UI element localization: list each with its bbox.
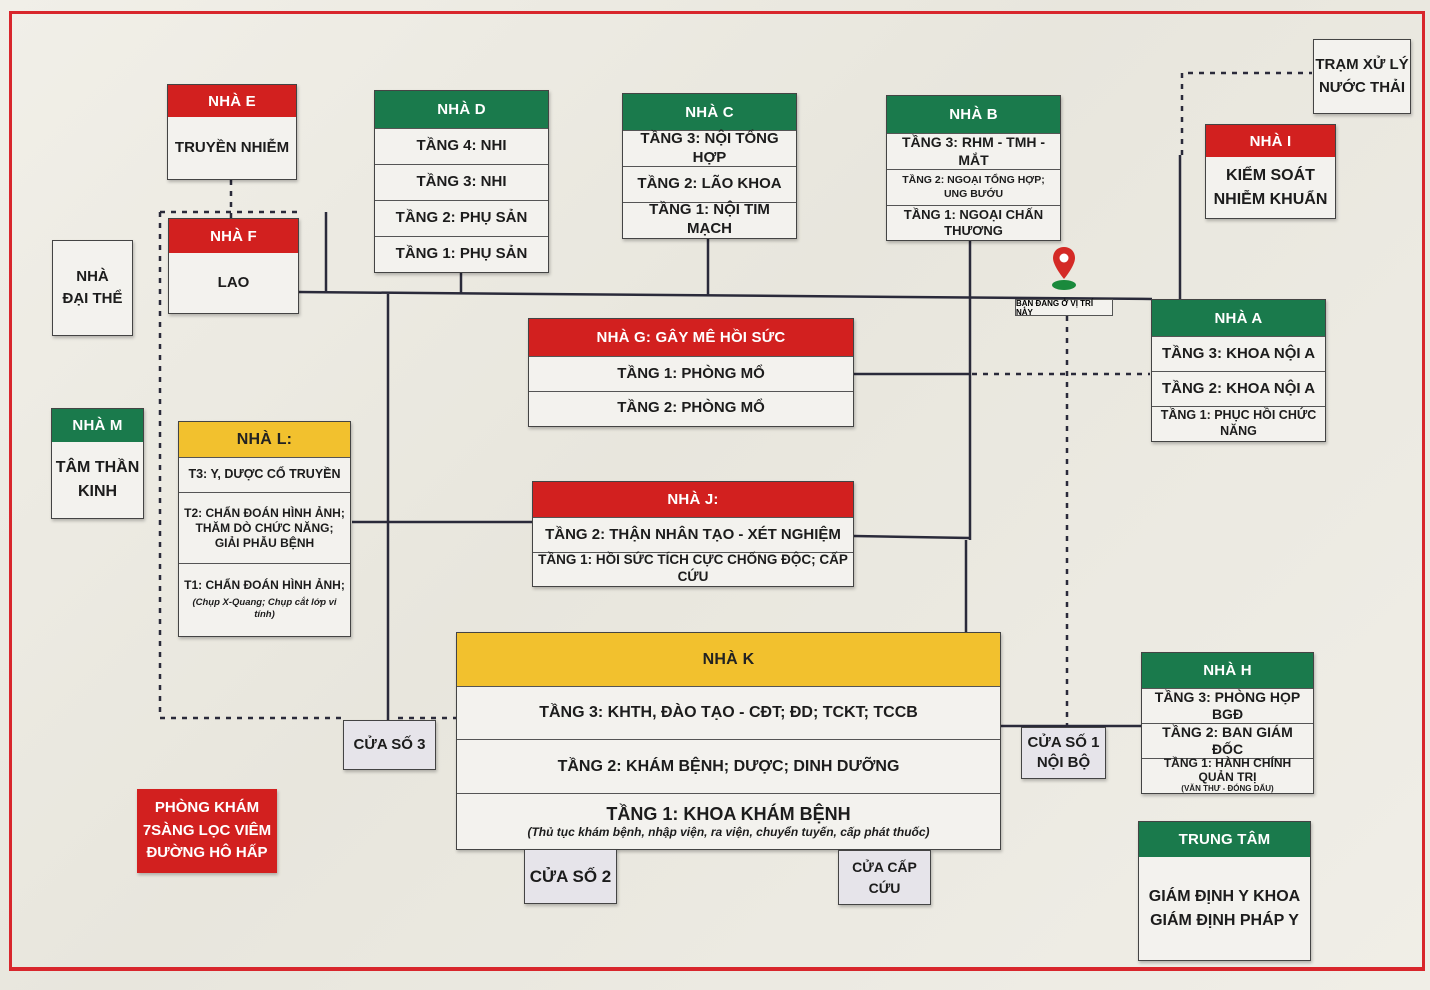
nha-m-header: NHÀ M [52, 409, 143, 442]
nha-l-floor-1-note: (Chụp X-Quang; Chụp cắt lớp vi tính) [192, 596, 337, 620]
center-line2: GIÁM ĐỊNH PHÁP Y [1150, 911, 1299, 929]
nha-i-line1: KIỂM SOÁT [1226, 167, 1315, 185]
map-frame [9, 11, 1425, 971]
nha-g-floor-2: TẦNG 2: PHÒNG MỔ [529, 391, 853, 425]
building-nha-h: NHÀ H TẦNG 3: PHÒNG HỌP BGĐ TẦNG 2: BAN … [1141, 652, 1314, 794]
building-nha-k: NHÀ K TẦNG 3: KHTH, ĐÀO TẠO - CĐT; ĐD; T… [456, 632, 1001, 850]
nha-h-header: NHÀ H [1142, 653, 1313, 688]
nha-k-header: NHÀ K [457, 633, 1000, 686]
gate-1-line2: NỘI BỘ [1036, 754, 1091, 771]
nha-d-floor-3: TẦNG 3: NHI [375, 164, 548, 200]
building-nha-c: NHÀ C TẦNG 3: NỘI TỔNG HỢP TẦNG 2: LÃO K… [622, 93, 797, 239]
center-forensic: TRUNG TÂM GIÁM ĐỊNH Y KHOA GIÁM ĐỊNH PHÁ… [1138, 821, 1311, 961]
building-nha-j: NHÀ J: TẦNG 2: THẬN NHÂN TẠO - XÉT NGHIỆ… [532, 481, 854, 587]
screening-clinic: PHÒNG KHÁM 7SÀNG LỌC VIÊM ĐƯỜNG HÔ HẤP [137, 789, 277, 873]
wastewater-line2: NƯỚC THẢI [1318, 78, 1406, 96]
gate-2: CỬA SỐ 2 [524, 849, 617, 904]
gate-2-label: CỬA SỐ 2 [529, 866, 612, 886]
location-pin-icon [1052, 247, 1076, 290]
nha-d-floor-1: TẦNG 1: PHỤ SẢN [375, 236, 548, 271]
nha-f-header: NHÀ F [169, 219, 298, 253]
nha-l-floor-3: T3: Y, DƯỢC CỔ TRUYỀN [179, 457, 350, 492]
nha-g-header: NHÀ G: GÂY MÊ HỒI SỨC [529, 319, 853, 356]
nha-k-floor-3: TẦNG 3: KHTH, ĐÀO TẠO - CĐT; ĐD; TCKT; T… [457, 686, 1000, 739]
nha-b-floor-3: TẦNG 3: RHM - TMH - MẮT [887, 133, 1060, 169]
nha-e-header: NHÀ E [168, 85, 296, 117]
nha-f-dept: LAO [217, 273, 250, 291]
building-nha-a: NHÀ A TẦNG 3: KHOA NỘI A TẦNG 2: KHOA NỘ… [1151, 299, 1326, 442]
nha-m-line2: KINH [77, 483, 118, 500]
nha-l-header: NHÀ L: [179, 422, 350, 457]
clinic-line3: ĐƯỜNG HÔ HẤP [146, 844, 268, 862]
nha-b-header: NHÀ B [887, 96, 1060, 133]
wastewater-line1: TRẠM XỬ LÝ [1315, 56, 1409, 73]
gate-1-line1: CỬA SỐ 1 [1027, 733, 1100, 751]
nha-h-floor-1-note: (VĂN THƯ - ĐÓNG DẤU) [1181, 783, 1274, 793]
building-nha-m: NHÀ M TÂM THẦN KINH [51, 408, 144, 519]
nha-g-floor-1: TẦNG 1: PHÒNG MỔ [529, 356, 853, 391]
emergency-gate: CỬA CẤP CỨU [838, 850, 931, 905]
nha-a-header: NHÀ A [1152, 300, 1325, 336]
nha-c-floor-3: TẦNG 3: NỘI TỔNG HỢP [623, 130, 796, 166]
you-are-here-label: BẠN ĐANG Ở VỊ TRÍ NÀY [1015, 299, 1113, 317]
nha-d-floor-2: TẦNG 2: PHỤ SẢN [375, 200, 548, 236]
nha-j-header: NHÀ J: [533, 482, 853, 517]
center-line1: GIÁM ĐỊNH Y KHOA [1148, 887, 1301, 905]
nha-l-floor-2-line3: GIẢI PHẪU BỆNH [214, 535, 315, 550]
nha-c-floor-1: TẦNG 1: NỘI TIM MẠCH [623, 201, 796, 237]
nha-k-floor-2: TẦNG 2: KHÁM BỆNH; DƯỢC; DINH DƯỠNG [457, 739, 1000, 793]
nha-h-floor-1: TẦNG 1: HÀNH CHÍNH QUẢN TRỊ (VĂN THƯ - Đ… [1142, 756, 1313, 793]
nha-dai-the-line1: NHÀ [76, 267, 109, 285]
gate-3-label: CỬA SỐ 3 [353, 735, 426, 753]
nha-a-floor-2: TẦNG 2: KHOA NỘI A [1152, 371, 1325, 406]
nha-i-line2: NHIỄM KHUẨN [1213, 190, 1328, 208]
nha-d-header: NHÀ D [375, 91, 548, 128]
nha-d-floor-4: TẦNG 4: NHI [375, 128, 548, 164]
nha-m-line1: TÂM THẦN [55, 459, 140, 476]
building-nha-b: NHÀ B TẦNG 3: RHM - TMH - MẮT TẦNG 2: NG… [886, 95, 1061, 241]
building-nha-g: NHÀ G: GÂY MÊ HỒI SỨC TẦNG 1: PHÒNG MỔ T… [528, 318, 854, 427]
nha-k-floor-1-title: TẦNG 1: KHOA KHÁM BỆNH [606, 803, 851, 824]
clinic-line2: 7SÀNG LỌC VIÊM [142, 821, 272, 839]
nha-k-floor-1: TẦNG 1: KHOA KHÁM BỆNH (Thủ tục khám bện… [457, 793, 1000, 849]
nha-c-header: NHÀ C [623, 94, 796, 130]
gate-3: CỬA SỐ 3 [343, 720, 436, 770]
wastewater-station: TRẠM XỬ LÝ NƯỚC THẢI [1313, 39, 1411, 114]
center-header: TRUNG TÂM [1139, 822, 1310, 857]
gate-1-internal: CỬA SỐ 1 NỘI BỘ [1021, 727, 1106, 779]
nha-b-floor-2: TẦNG 2: NGOẠI TỔNG HỢP; UNG BƯỚU [887, 169, 1060, 205]
nha-i-header: NHÀ I [1206, 125, 1335, 157]
nha-h-floor-2: TẦNG 2: BAN GIÁM ĐỐC [1142, 723, 1313, 758]
nha-l-floor-1-line1: T1: CHẨN ĐOÁN HÌNH ẢNH; [184, 577, 345, 592]
nha-h-floor-1-line1: TẦNG 1: HÀNH CHÍNH QUẢN TRỊ [1163, 756, 1292, 785]
building-nha-l: NHÀ L: T3: Y, DƯỢC CỔ TRUYỀN T2: CHẨN ĐO… [178, 421, 351, 637]
nha-h-floor-3: TẦNG 3: PHÒNG HỌP BGĐ [1142, 688, 1313, 723]
nha-e-dept: TRUYỀN NHIỄM [174, 138, 290, 156]
nha-b-floor-1: TẦNG 1: NGOẠI CHẤN THƯƠNG [887, 205, 1060, 240]
nha-k-floor-1-note: (Thủ tục khám bệnh, nhập viện, ra viện, … [527, 825, 930, 840]
building-nha-f: NHÀ F LAO [168, 218, 299, 314]
building-nha-d: NHÀ D TẦNG 4: NHI TẦNG 3: NHI TẦNG 2: PH… [374, 90, 549, 273]
nha-l-floor-1: T1: CHẨN ĐOÁN HÌNH ẢNH; (Chụp X-Quang; C… [179, 563, 350, 634]
nha-j-floor-1: TẦNG 1: HỒI SỨC TÍCH CỰC CHỐNG ĐỘC; CẤP … [533, 552, 853, 585]
emergency-gate-label: CỬA CẤP CỨU [852, 858, 917, 896]
building-nha-i: NHÀ I KIỂM SOÁT NHIỄM KHUẨN [1205, 124, 1336, 219]
nha-a-floor-3: TẦNG 3: KHOA NỘI A [1152, 336, 1325, 371]
nha-a-floor-1: TẦNG 1: PHỤC HỒI CHỨC NĂNG [1152, 406, 1325, 440]
nha-c-floor-2: TẦNG 2: LÃO KHOA [623, 166, 796, 202]
clinic-line1: PHÒNG KHÁM [154, 799, 260, 817]
nha-l-floor-2-line2: THĂM DÒ CHỨC NĂNG; [195, 520, 334, 535]
nha-dai-the-line2: ĐẠI THỂ [62, 290, 123, 307]
nha-l-floor-2: T2: CHẨN ĐOÁN HÌNH ẢNH; THĂM DÒ CHỨC NĂN… [179, 492, 350, 563]
building-nha-dai-the: NHÀ ĐẠI THỂ [52, 240, 133, 336]
building-nha-e: NHÀ E TRUYỀN NHIỄM [167, 84, 297, 180]
nha-l-floor-2-line1: T2: CHẨN ĐOÁN HÌNH ẢNH; [184, 505, 345, 520]
nha-j-floor-2: TẦNG 2: THẬN NHÂN TẠO - XÉT NGHIỆM [533, 517, 853, 552]
